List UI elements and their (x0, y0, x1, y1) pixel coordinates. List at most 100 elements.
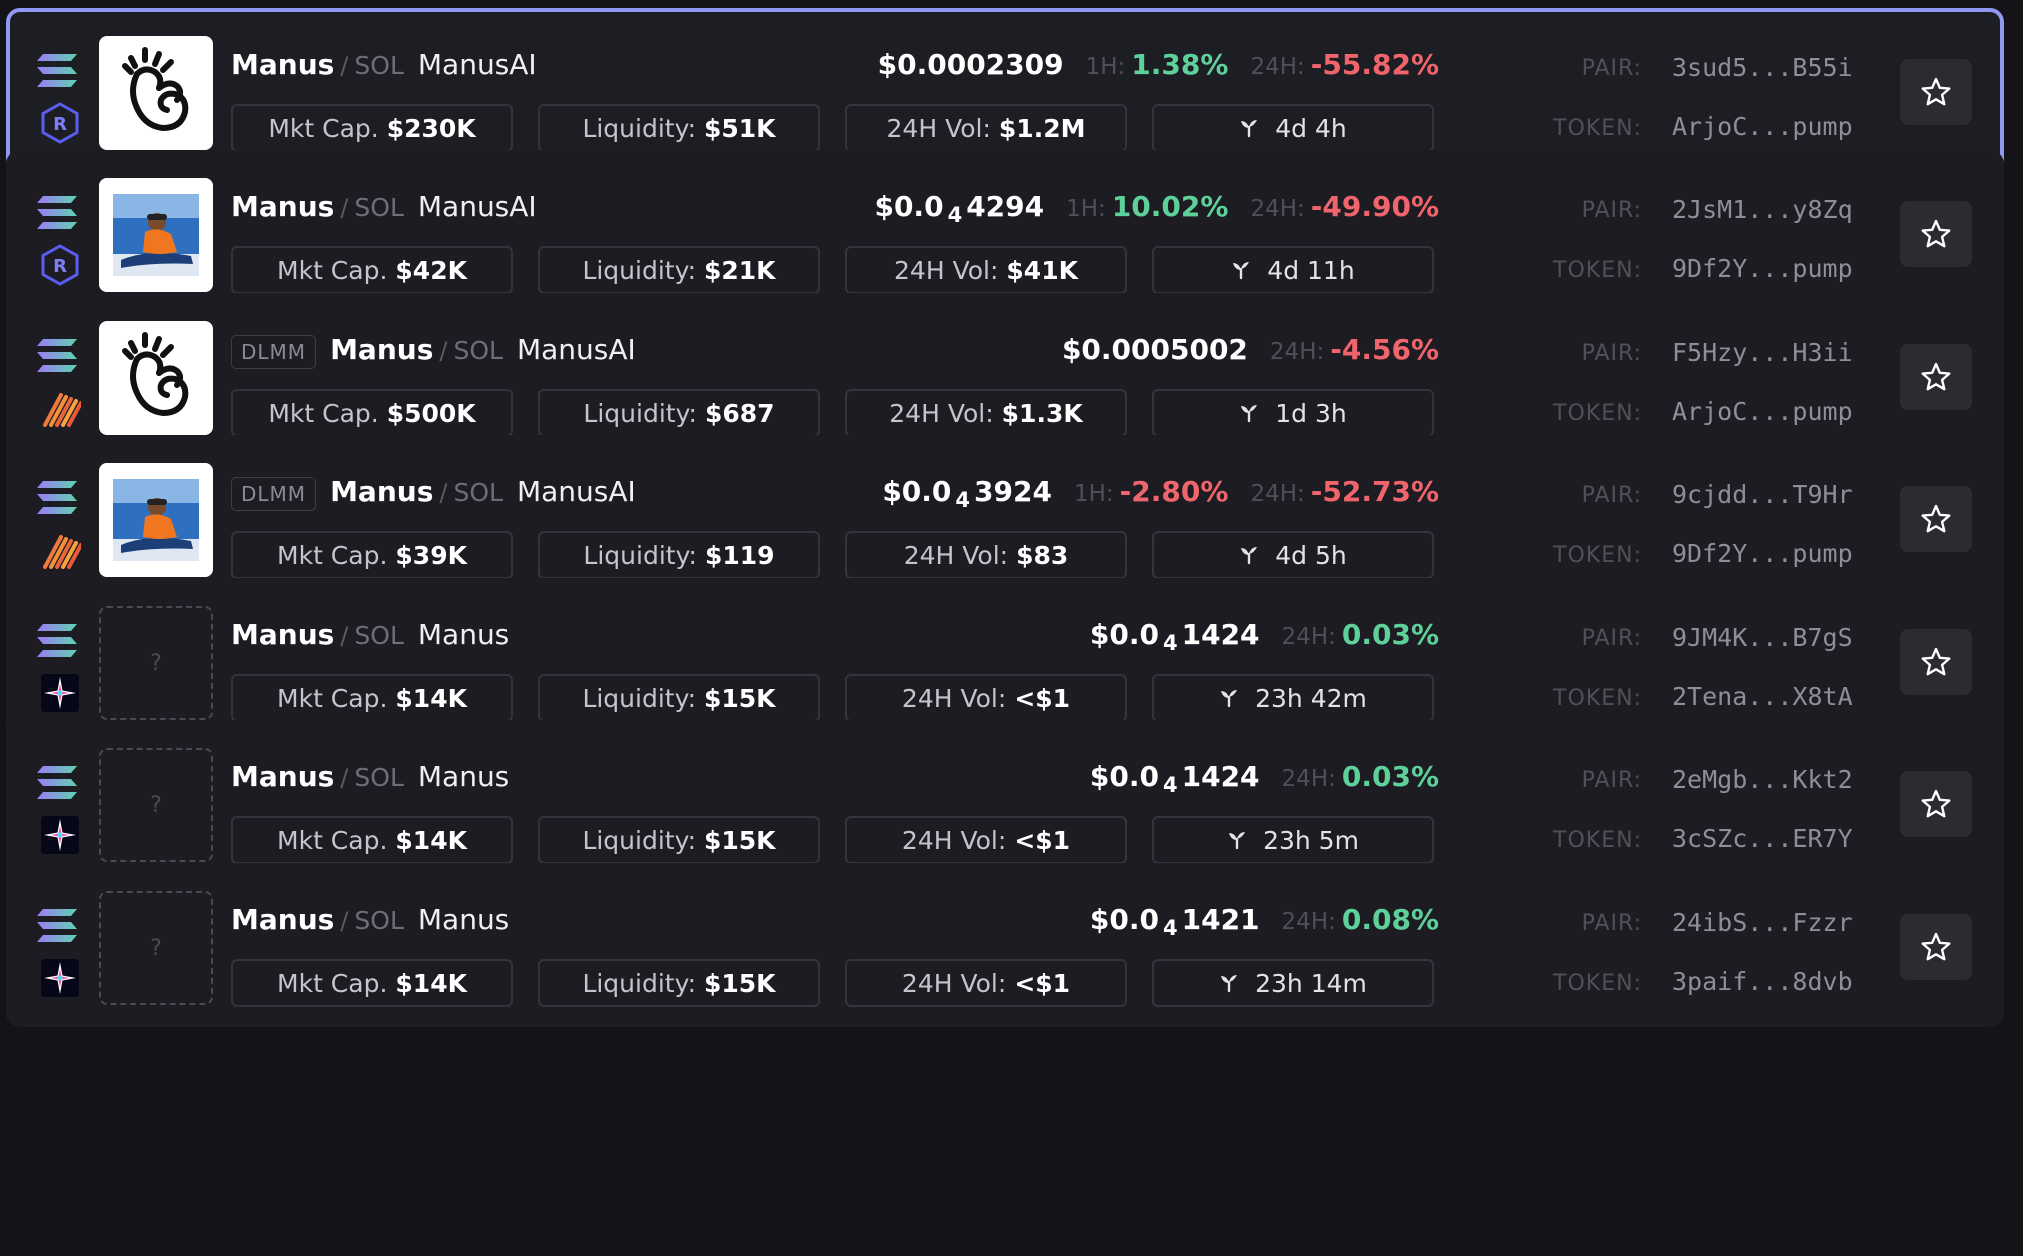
base-symbol[interactable]: Manus (231, 190, 335, 223)
change-24h-label: 24H: (1281, 624, 1336, 650)
base-symbol[interactable]: Manus (330, 475, 434, 508)
token-address[interactable]: 9Df2Y...pump (1672, 254, 1853, 283)
volume-label: 24H Vol: (901, 968, 1007, 998)
pair-address[interactable]: 2eMgb...Kkt2 (1672, 765, 1853, 794)
price-digits: 1421 (1181, 903, 1260, 936)
pair-row[interactable]: R Manus / SOL ManusAI $0.0 4 4294 1H: 10.02% 24H:… (6, 150, 2004, 314)
base-symbol[interactable]: Manus (231, 903, 335, 936)
age-value: 4d 4h (1275, 113, 1347, 143)
base-symbol[interactable]: Manus (231, 760, 335, 793)
star-icon (1920, 646, 1952, 678)
sprout-icon (1239, 403, 1267, 423)
volume-value: $1.3K (1001, 398, 1083, 428)
token-address[interactable]: 3cSZc...ER7Y (1672, 824, 1853, 853)
pair-address[interactable]: F5Hzy...H3ii (1672, 338, 1853, 367)
market-cap-box: Mkt Cap. $500K (231, 389, 513, 437)
price-zero-count: 4 (1162, 916, 1178, 940)
favorite-button[interactable] (1900, 629, 1972, 695)
pair-row[interactable]: DLMM Manus / SOL ManusAI $0.0005002 24H: -4.56%… (6, 293, 2004, 457)
raydium-icon: R (39, 102, 81, 144)
price: $0.0002309 (878, 48, 1064, 81)
favorite-button[interactable] (1900, 914, 1972, 980)
token-name-line: Manus / SOL ManusAI (231, 48, 537, 81)
change-24h-value: 0.03% (1341, 618, 1439, 651)
token-name-line: Manus / SOL Manus (231, 760, 509, 793)
token-name: ManusAI (516, 333, 636, 366)
pair-address[interactable]: 2JsM1...y8Zq (1672, 195, 1853, 224)
token-name-line: Manus / SOL ManusAI (231, 190, 537, 223)
volume-box: 24H Vol: $83 (845, 531, 1127, 579)
age-value: 4d 5h (1275, 540, 1347, 570)
token-address[interactable]: ArjoC...pump (1672, 397, 1853, 426)
svg-text:R: R (53, 256, 67, 277)
volume-box: 24H Vol: $1.2M (845, 104, 1127, 152)
market-cap-label: Mkt Cap. (277, 540, 388, 570)
age-box: 23h 42m (1152, 674, 1434, 722)
change-24h-label: 24H: (1250, 54, 1305, 80)
market-cap-box: Mkt Cap. $14K (231, 816, 513, 864)
liquidity-box: Liquidity: $687 (538, 389, 820, 437)
solana-icon (35, 333, 81, 379)
base-symbol[interactable]: Manus (231, 618, 335, 651)
pair-row[interactable]: DLMM Manus / SOL ManusAI $0.0 4 3924 1H: -2.80% 24… (6, 435, 2004, 599)
solana-icon (35, 760, 81, 806)
market-cap-box: Mkt Cap. $39K (231, 531, 513, 579)
pair-address[interactable]: 24ibS...Fzzr (1672, 908, 1853, 937)
pair-address[interactable]: 3sud5...B55i (1672, 53, 1853, 82)
token-address[interactable]: ArjoC...pump (1672, 112, 1853, 141)
liquidity-value: $15K (704, 683, 776, 713)
sprout-icon (1219, 688, 1247, 708)
liquidity-label: Liquidity: (582, 113, 696, 143)
pair-row[interactable]: ? Manus / SOL Manus $0.0 4 1424 24H: 0.03% Mkt Cap… (6, 578, 2004, 742)
token-label: TOKEN: (1553, 258, 1642, 283)
price: $0.0 4 4294 (874, 190, 1044, 227)
pair-row[interactable]: ? Manus / SOL Manus $0.0 4 1421 24H: 0.08% Mkt Cap… (6, 863, 2004, 1027)
price-line: $0.0005002 24H: -4.56% (1062, 333, 1439, 366)
token-address[interactable]: 3paif...8dvb (1672, 967, 1853, 996)
price-main: $0.0 (882, 475, 952, 508)
age-value: 23h 14m (1255, 968, 1367, 998)
change-1h-label: 1H: (1066, 196, 1106, 222)
token-label: TOKEN: (1553, 971, 1642, 996)
favorite-button[interactable] (1900, 771, 1972, 837)
favorite-button[interactable] (1900, 486, 1972, 552)
manus-hand-logo (99, 321, 213, 435)
liquidity-box: Liquidity: $51K (538, 104, 820, 152)
solana-icon (35, 190, 81, 236)
change-1h-label: 1H: (1085, 54, 1126, 80)
placeholder-mark: ? (150, 650, 162, 676)
age-value: 1d 3h (1275, 398, 1347, 428)
base-symbol[interactable]: Manus (330, 333, 434, 366)
pair-row[interactable]: ? Manus / SOL Manus $0.0 4 1424 24H: 0.03% Mkt Cap… (6, 720, 2004, 884)
token-address[interactable]: 2Tena...X8tA (1672, 682, 1853, 711)
pair-address[interactable]: 9JM4K...B7gS (1672, 623, 1853, 652)
sprout-icon (1239, 118, 1267, 138)
pair-row[interactable]: R Manus / SOL ManusAI $0.0002309 1H: 1.38% 24H:… (6, 8, 2004, 172)
pair-label: PAIR: (1581, 341, 1642, 366)
star-icon (1920, 931, 1952, 963)
placeholder-mark: ? (150, 792, 162, 818)
volume-value: $41K (1006, 255, 1078, 285)
market-cap-value: $230K (386, 113, 476, 143)
change-24h-value: -52.73% (1310, 475, 1439, 508)
change-24h-label: 24H: (1250, 196, 1305, 222)
sprout-icon (1231, 260, 1259, 280)
star-icon (1920, 503, 1952, 535)
pair-address[interactable]: 9cjdd...T9Hr (1672, 480, 1853, 509)
price: $0.0 4 1424 (1090, 760, 1260, 797)
sledding-photo-avatar (99, 463, 213, 577)
token-name: Manus (417, 903, 510, 936)
volume-label: 24H Vol: (886, 113, 991, 143)
meteora-icon (39, 529, 83, 571)
base-symbol[interactable]: Manus (231, 48, 335, 81)
age-box: 23h 5m (1152, 816, 1434, 864)
favorite-button[interactable] (1900, 344, 1972, 410)
liquidity-label: Liquidity: (583, 540, 697, 570)
price-digits: 1424 (1181, 618, 1260, 651)
token-address[interactable]: 9Df2Y...pump (1672, 539, 1853, 568)
star-icon (1920, 788, 1952, 820)
market-cap-label: Mkt Cap. (268, 398, 379, 428)
favorite-button[interactable] (1900, 59, 1972, 125)
favorite-button[interactable] (1900, 201, 1972, 267)
sparkle-dex-icon (39, 957, 81, 999)
